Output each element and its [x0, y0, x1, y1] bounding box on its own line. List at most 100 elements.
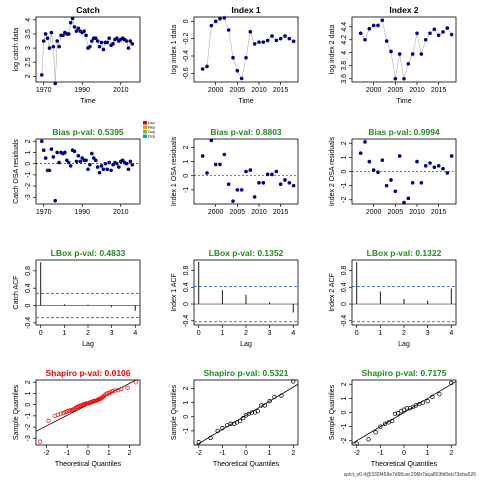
data-point	[436, 164, 441, 168]
data-point	[47, 46, 52, 50]
panel-index2_acf: LBox p-val: 0.1322 0 1 2 3 4 -0.4 0 0.4 0.8 Lag Ind…	[329, 248, 457, 348]
data-point	[200, 154, 205, 158]
y-tick-label: 3.6	[341, 74, 348, 84]
data-point	[103, 161, 108, 166]
x-tick-label: 2015	[273, 87, 289, 94]
qq-point	[392, 411, 398, 417]
legend-label: Ocp	[148, 129, 156, 134]
y-tick-label: 4.4	[341, 22, 348, 32]
data-point	[445, 26, 450, 30]
data-point	[239, 188, 244, 192]
legend-swatch	[143, 125, 147, 129]
data-point	[363, 140, 367, 144]
x-tick-label: 1	[107, 450, 111, 457]
data-point	[53, 198, 58, 203]
data-point	[441, 166, 445, 171]
y-axis-label: Catch OSA residuals	[13, 139, 20, 204]
data-point	[209, 138, 214, 143]
data-point	[419, 52, 424, 56]
series-line	[41, 17, 133, 84]
x-tick-label: 2015	[273, 209, 289, 216]
data-point	[367, 26, 372, 31]
data-point	[252, 195, 257, 199]
data-point	[222, 152, 227, 157]
x-tick-label: 2005	[230, 87, 246, 94]
data-point	[128, 159, 133, 164]
data-point	[432, 27, 437, 32]
data-point	[84, 33, 88, 38]
panel-index1_osa: Bias p-val: 0.8803 2000 2005 2010 2015 -1 0 1 2 I…	[171, 127, 299, 216]
data-point	[95, 165, 100, 169]
data-point	[270, 172, 274, 177]
y-tick-label: 0.4	[341, 282, 348, 292]
data-point	[380, 18, 385, 23]
data-point	[436, 33, 441, 37]
qq-point	[208, 435, 213, 441]
data-point	[213, 19, 218, 24]
y-tick-label: 2	[341, 141, 348, 145]
data-point	[99, 40, 104, 45]
data-point	[222, 16, 227, 20]
x-axis-label: Lag	[240, 341, 252, 348]
panel-catch_acf: LBox p-val: 0.4833 0 1 2 3 4 -0.4 0 0.4 0.8 Lag Cat…	[13, 248, 141, 348]
y-tick-label: 0	[25, 162, 32, 166]
x-tick-label: -1	[64, 450, 70, 457]
x-tick-label: 4	[449, 330, 453, 337]
data-point	[213, 162, 218, 167]
data-point	[130, 42, 135, 46]
data-point	[393, 76, 398, 81]
data-point	[376, 23, 380, 28]
qq-point	[386, 420, 391, 425]
plot-frame	[193, 379, 299, 446]
x-tick-label: 1	[426, 450, 430, 457]
x-tick-label: 2	[291, 450, 295, 457]
data-point	[445, 171, 450, 175]
data-point	[105, 167, 110, 172]
data-point	[43, 156, 48, 160]
data-point	[115, 36, 119, 40]
qq-point	[354, 441, 359, 446]
data-point	[235, 188, 240, 192]
data-point	[49, 147, 54, 151]
series-line	[360, 19, 452, 79]
qq-point	[125, 385, 130, 390]
data-point	[265, 38, 270, 43]
y-axis-label: Index 1 ACF	[171, 273, 178, 312]
y-tick-label: -0.4	[25, 317, 32, 329]
data-point	[371, 23, 376, 28]
x-tick-label: -2	[196, 450, 202, 457]
qq-point	[373, 430, 378, 435]
y-tick-label: -0.4	[341, 315, 348, 327]
qq-point	[420, 400, 426, 405]
data-point	[363, 37, 367, 42]
x-tick-label: 0	[86, 450, 90, 457]
y-axis-label: Index 1 OSA residuals	[171, 136, 178, 206]
y-tick-label: 2	[183, 386, 190, 390]
data-point	[128, 39, 133, 43]
data-point	[97, 170, 102, 175]
data-point	[61, 33, 65, 38]
data-point	[124, 161, 129, 166]
data-point	[84, 158, 88, 163]
data-point	[291, 183, 296, 188]
data-point	[66, 160, 71, 165]
data-point	[45, 36, 50, 40]
y-tick-label: 0.8	[25, 266, 32, 276]
data-point	[367, 159, 372, 164]
x-tick-label: 4	[291, 330, 295, 337]
y-axis-label: Sample Quantiles	[171, 384, 178, 440]
data-point	[88, 44, 92, 49]
plot-frame	[193, 138, 299, 205]
y-tick-label: 4	[25, 18, 32, 22]
data-point	[278, 36, 283, 41]
data-point	[47, 168, 52, 173]
x-tick-label: 1	[62, 330, 66, 337]
y-tick-label: -0.2	[183, 33, 190, 45]
panel-catch_qq: Shapiro p-val: 0.0106 -2 -1 0 1 2 -3 -2 -1 0 1 2 The…	[13, 368, 141, 468]
data-point	[109, 168, 113, 173]
qq-point	[267, 399, 272, 404]
y-axis-label: Sample Quantiles	[329, 384, 336, 440]
data-point	[415, 159, 419, 164]
qq-point	[437, 391, 442, 397]
data-point	[261, 40, 266, 44]
